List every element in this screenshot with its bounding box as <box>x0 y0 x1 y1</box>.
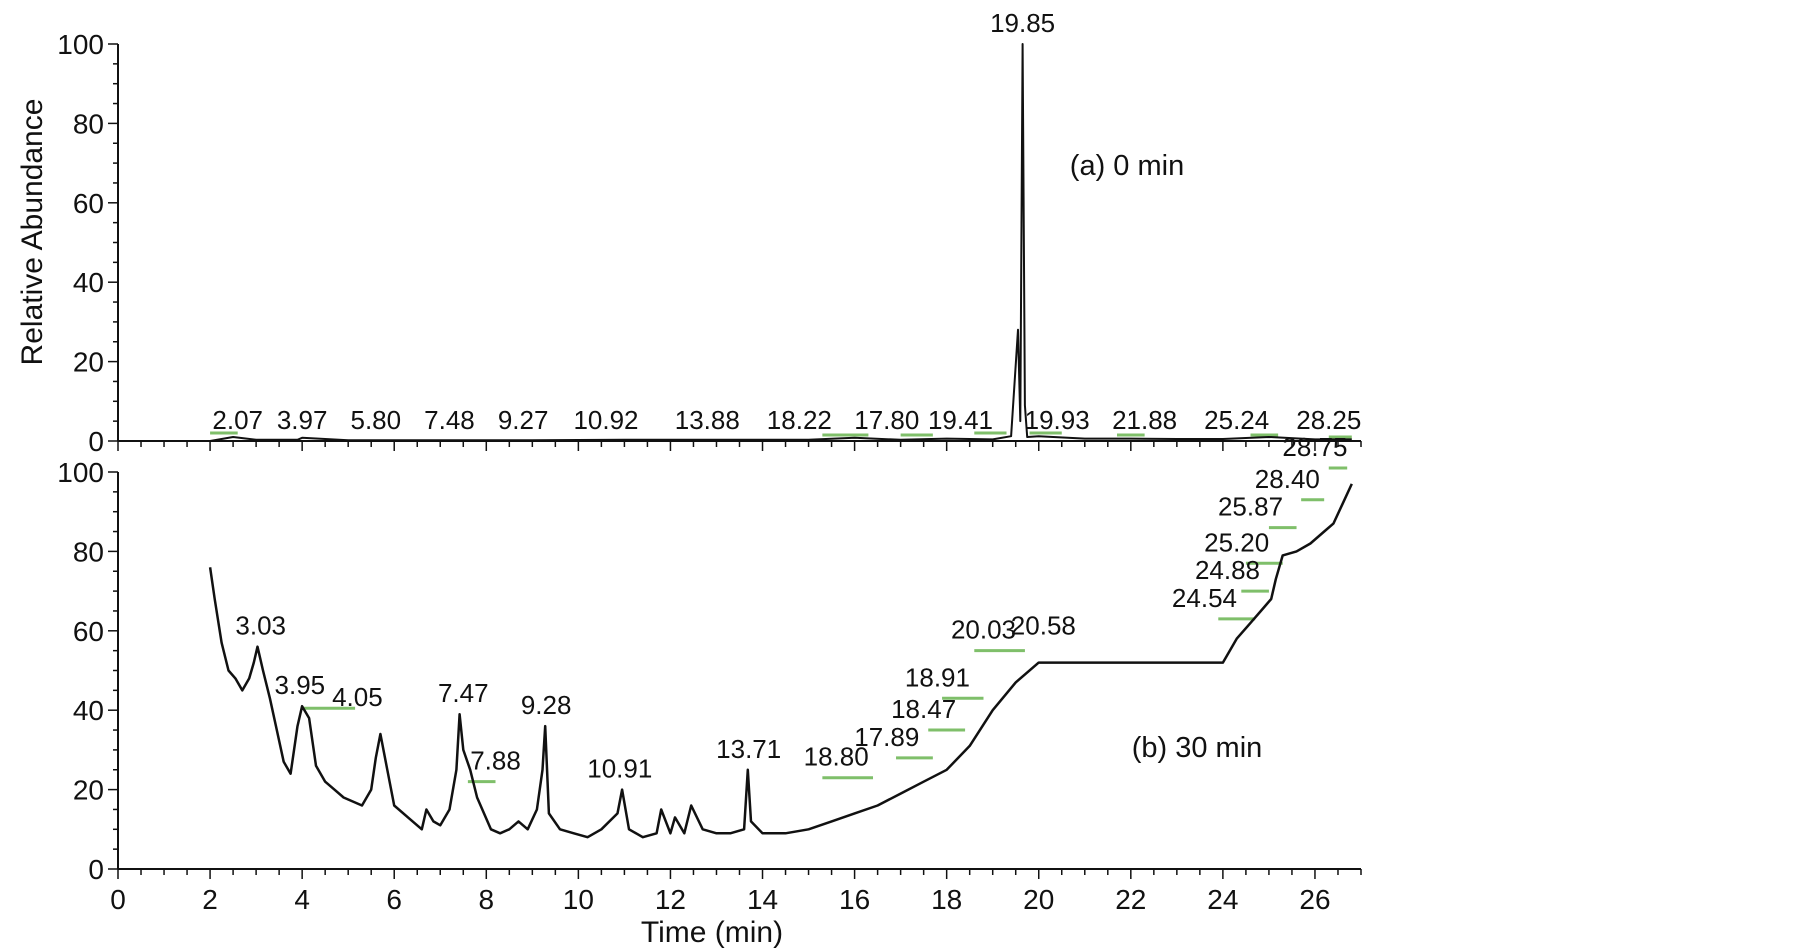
peak-label: 25.24 <box>1204 405 1269 435</box>
x-tick-label: 18 <box>931 884 962 915</box>
x-tick-label: 16 <box>839 884 870 915</box>
panel-label: (b) 30 min <box>1132 732 1263 764</box>
peak-label: 13.88 <box>675 405 740 435</box>
x-axis-title: Time (min) <box>641 916 783 949</box>
y-tick-label: 40 <box>73 267 104 298</box>
y-tick-label: 40 <box>73 695 104 726</box>
y-tick-label: 80 <box>73 536 104 567</box>
panel-a-0-min: 0 20 40 60 80 100 19.85 2.07 3.97 5.80 7.48 9.27 10.… <box>57 8 1362 457</box>
y-tick-label: 0 <box>88 426 104 457</box>
chromatogram-trace <box>208 483 1353 839</box>
peak-label: 5.80 <box>351 405 402 435</box>
x-tick-label: 0 <box>110 884 126 915</box>
y-tick-label: 20 <box>73 775 104 806</box>
peak-label: 18.80 <box>804 742 869 772</box>
peak-label: 19.85 <box>990 8 1055 38</box>
peak-label: 28.40 <box>1255 464 1320 494</box>
y-tick-label: 100 <box>57 29 104 60</box>
panel-label: (a) 0 min <box>1070 150 1184 182</box>
x-tick-label: 8 <box>479 884 495 915</box>
peak-label: 25.87 <box>1218 492 1283 522</box>
peak-label: 7.47 <box>438 678 489 708</box>
y-tick-label: 100 <box>57 457 104 488</box>
y-tick-label: 60 <box>73 616 104 647</box>
peak-label: 7.48 <box>424 405 475 435</box>
peak-label: 10.91 <box>587 754 652 784</box>
peak-label: 21.88 <box>1112 405 1177 435</box>
peak-label: 28.25 <box>1296 405 1361 435</box>
x-tick-label: 10 <box>563 884 594 915</box>
peak-label: 17.80 <box>854 405 919 435</box>
y-tick-label: 60 <box>73 188 104 219</box>
peak-label: 19.93 <box>1025 405 1090 435</box>
chromatogram-trace <box>209 43 1352 442</box>
peak-label: 24.88 <box>1195 555 1260 585</box>
peak-label: 25.20 <box>1204 527 1269 557</box>
peak-label: 18.91 <box>905 662 970 692</box>
x-tick-label: 24 <box>1207 884 1238 915</box>
peak-label: 18.47 <box>891 694 956 724</box>
peak-label: 7.88 <box>470 746 521 776</box>
peak-label: 4.05 <box>332 682 383 712</box>
x-tick-label: 6 <box>386 884 402 915</box>
y-tick-label: 0 <box>88 854 104 885</box>
y-tick-label: 20 <box>73 347 104 378</box>
peak-label: 24.54 <box>1172 583 1237 613</box>
x-tick-label: 14 <box>747 884 778 915</box>
peak-label: 17.89 <box>854 722 919 752</box>
peak-label: 10.92 <box>573 405 638 435</box>
y-axis-title: Relative Abundance <box>16 99 49 366</box>
peak-label: 2.07 <box>212 405 263 435</box>
peak-label: 19.41 <box>928 405 993 435</box>
peak-label: 9.27 <box>498 405 549 435</box>
x-tick-label: 26 <box>1299 884 1330 915</box>
peak-label: 18.22 <box>767 405 832 435</box>
peak-label: 28.75 <box>1282 432 1347 462</box>
peak-label: 13.71 <box>716 734 781 764</box>
y-tick-label: 80 <box>73 108 104 139</box>
peak-label: 9.28 <box>521 690 572 720</box>
peak-label: 3.95 <box>275 670 326 700</box>
x-tick-label: 4 <box>294 884 310 915</box>
peak-label: 3.97 <box>277 405 328 435</box>
x-tick-label: 12 <box>655 884 686 915</box>
peak-label: 3.03 <box>235 611 286 641</box>
x-tick-label: 20 <box>1023 884 1054 915</box>
x-tick-label: 22 <box>1115 884 1146 915</box>
peak-label: 20.03 <box>951 615 1016 645</box>
peak-label: 20.58 <box>1011 611 1076 641</box>
x-tick-label: 2 <box>202 884 218 915</box>
